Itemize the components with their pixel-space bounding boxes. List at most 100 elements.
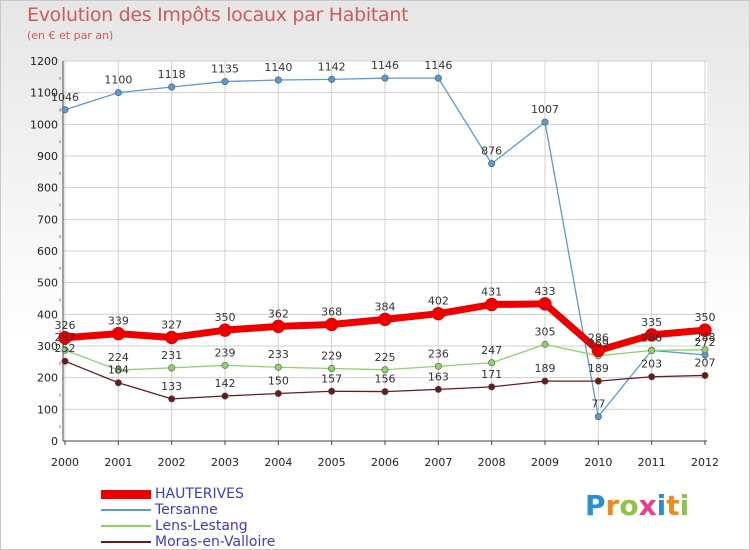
- data-label: 335: [641, 316, 662, 329]
- y-tick-label: 1200: [30, 55, 58, 68]
- data-label: 269: [588, 337, 609, 350]
- data-label: 1146: [371, 59, 399, 72]
- data-point: [434, 362, 442, 370]
- data-point: [381, 74, 389, 82]
- data-label: 142: [215, 377, 236, 390]
- data-label: 133: [161, 380, 182, 393]
- data-label: 1135: [211, 63, 239, 76]
- x-tick-label: 2000: [51, 456, 79, 469]
- data-point: [164, 330, 179, 345]
- data-point: [381, 366, 389, 374]
- data-point: [484, 297, 499, 312]
- x-tick-label: 2003: [211, 456, 239, 469]
- legend-swatch: [101, 489, 151, 499]
- data-point: [168, 395, 176, 403]
- data-label: 229: [321, 349, 342, 362]
- data-point: [61, 106, 69, 114]
- y-tick-label: 900: [37, 150, 58, 163]
- data-point: [538, 297, 552, 311]
- y-tick-label: 1000: [30, 118, 58, 131]
- data-point: [114, 379, 122, 387]
- data-point: [541, 377, 549, 385]
- line-chart: 0 100 200 300 400 500 600 700 800 900 1000 1100 1200…: [30, 55, 719, 469]
- data-point: [648, 346, 656, 354]
- data-point: [644, 328, 659, 342]
- logo-letter: i: [679, 489, 690, 522]
- data-label: 286: [588, 331, 609, 344]
- data-label: 233: [268, 348, 289, 361]
- data-label: 350: [215, 311, 236, 324]
- logo-letter: t: [666, 489, 680, 522]
- data-point: [58, 331, 72, 345]
- data-point: [274, 363, 282, 371]
- y-tick-label: 200: [37, 372, 58, 385]
- data-point: [541, 118, 549, 126]
- data-label: 339: [108, 315, 129, 328]
- data-label: 327: [161, 318, 182, 331]
- x-tick-label: 2008: [478, 456, 506, 469]
- data-point: [431, 306, 446, 321]
- data-label: 288: [695, 331, 716, 344]
- legend-label: Tersanne: [155, 502, 218, 518]
- data-label: 326: [55, 319, 76, 332]
- data-point: [221, 392, 229, 400]
- legend-label: Lens-Lestang: [155, 518, 248, 534]
- chart-subtitle: (en € et par an): [27, 29, 114, 42]
- data-label: 305: [535, 325, 556, 338]
- logo-letter: i: [656, 489, 667, 522]
- data-label: 1140: [264, 61, 292, 74]
- data-label: 368: [321, 305, 342, 318]
- data-label: 1046: [51, 91, 79, 104]
- data-label: 171: [481, 368, 502, 381]
- data-label: 431: [481, 286, 502, 299]
- y-tick-label: 1100: [30, 87, 58, 100]
- x-tick-label: 2011: [638, 456, 666, 469]
- data-point: [698, 323, 712, 337]
- data-label: 247: [481, 344, 502, 357]
- y-tick-label: 500: [37, 277, 58, 290]
- data-point: [114, 89, 122, 97]
- data-label: 1146: [424, 59, 452, 72]
- data-point: [168, 83, 176, 91]
- data-label: 239: [215, 346, 236, 359]
- data-point: [701, 371, 709, 379]
- data-point: [488, 160, 496, 168]
- data-point: [324, 317, 339, 332]
- data-label: 402: [428, 295, 449, 308]
- data-label: 1007: [531, 103, 559, 116]
- legend-swatch: [101, 509, 151, 511]
- data-label: 362: [268, 307, 289, 320]
- data-label: 150: [268, 375, 289, 388]
- chart-title: Evolution des Impôts locaux par Habitant: [27, 4, 409, 26]
- data-point: [701, 346, 709, 354]
- data-point: [218, 323, 232, 337]
- data-point: [328, 75, 336, 83]
- x-tick-label: 2009: [531, 456, 559, 469]
- data-point: [328, 387, 336, 395]
- x-tick-label: 2004: [264, 456, 292, 469]
- data-label: 189: [535, 362, 556, 375]
- legend-swatch: [101, 541, 151, 543]
- legend-label: HAUTERIVES: [155, 486, 244, 502]
- data-point: [488, 383, 496, 391]
- y-tick-label: 600: [37, 245, 58, 258]
- data-label: 272: [695, 336, 716, 349]
- data-label: 225: [375, 351, 396, 364]
- data-label: 203: [641, 358, 662, 371]
- legend-swatch: [101, 525, 151, 527]
- y-tick-label: 700: [37, 213, 58, 226]
- y-tick-label: 100: [37, 403, 58, 416]
- data-label: 156: [375, 373, 396, 386]
- data-label: 384: [375, 300, 396, 313]
- y-tick-label: 0: [51, 435, 58, 448]
- data-point: [114, 366, 122, 374]
- data-point: [61, 346, 69, 354]
- data-label: 189: [588, 362, 609, 375]
- y-tick-label: 400: [37, 308, 58, 321]
- x-tick-label: 2012: [691, 456, 719, 469]
- data-point: [274, 389, 282, 397]
- data-point: [381, 388, 389, 396]
- y-tick-label: 300: [37, 340, 58, 353]
- x-tick-label: 2006: [371, 456, 399, 469]
